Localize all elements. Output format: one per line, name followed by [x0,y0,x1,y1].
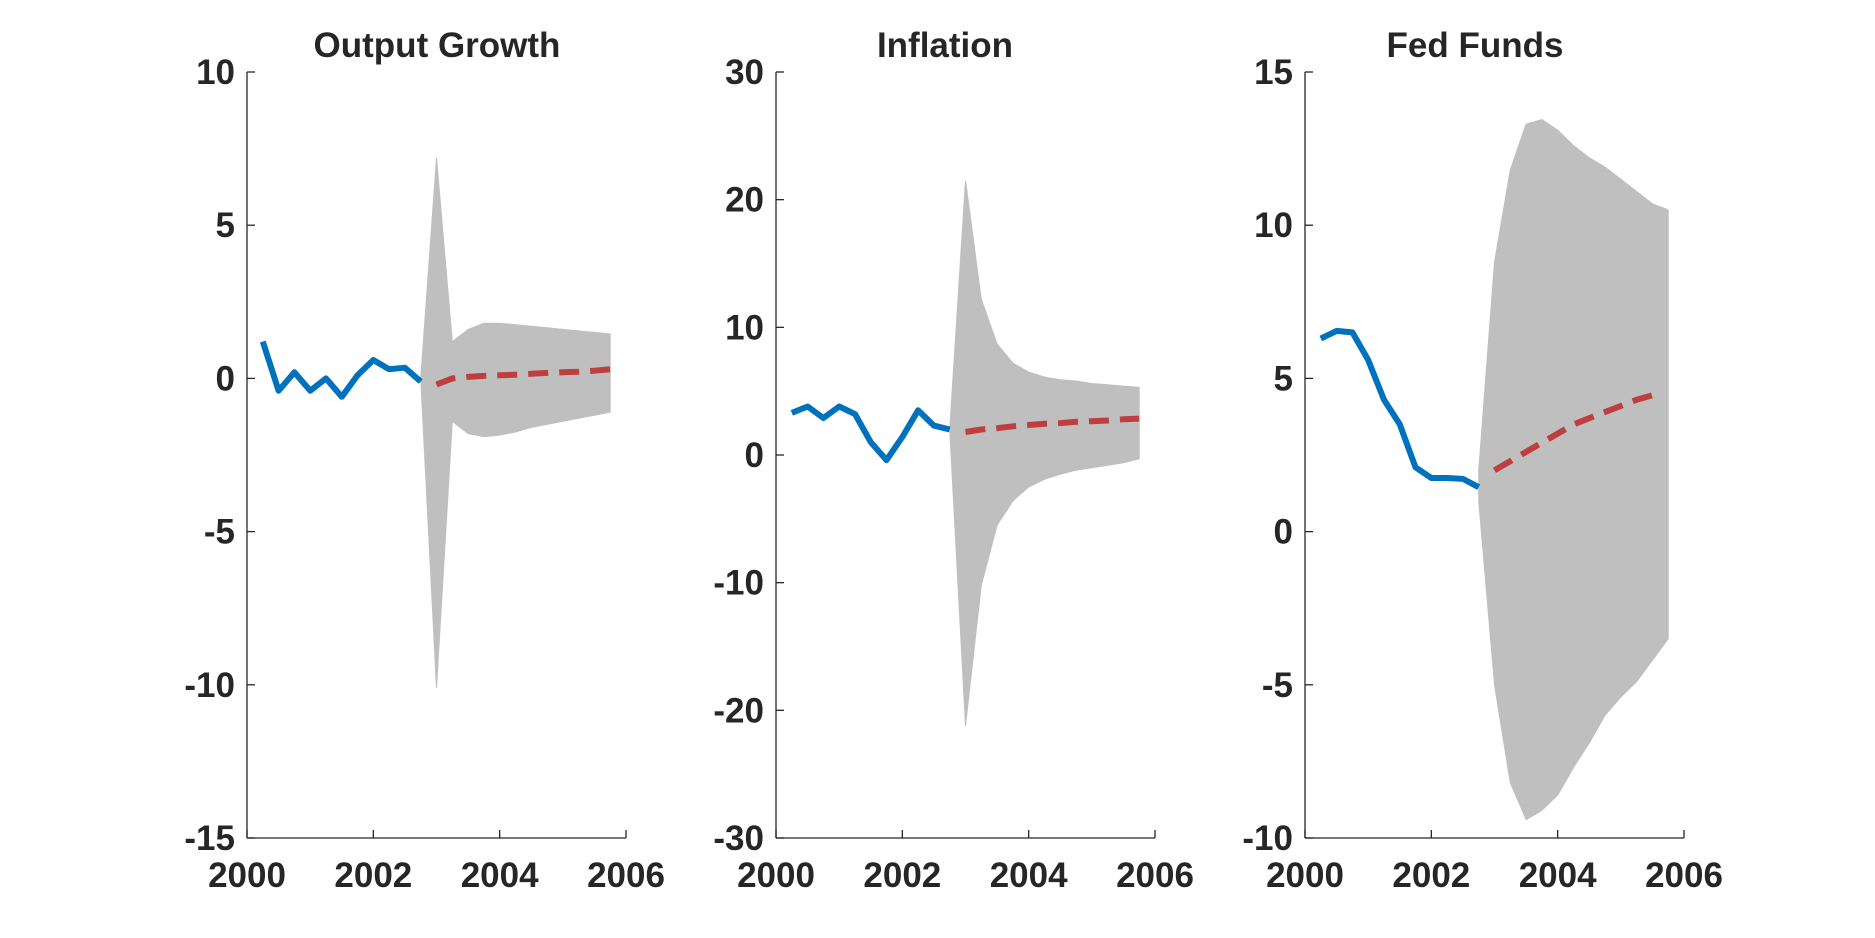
x-tick-label: 2004 [461,856,539,895]
y-tick-label: 10 [1254,206,1293,245]
y-tick-label: 5 [1274,359,1293,398]
x-tick-label: 2006 [1645,856,1723,895]
y-tick-label: -10 [713,564,764,603]
panel-title: Inflation [877,26,1013,65]
x-tick-label: 2000 [1266,856,1344,895]
y-tick-label: 0 [1274,513,1293,552]
y-tick-label: -20 [713,691,764,730]
x-tick-label: 2002 [1392,856,1470,895]
x-tick-label: 2006 [1116,856,1194,895]
x-tick-label: 2006 [587,856,665,895]
y-tick-label: 20 [725,181,764,220]
y-tick-label: -10 [1242,819,1293,858]
y-tick-label: 15 [1254,53,1293,92]
y-tick-label: 0 [745,436,764,475]
confidence-band [1478,118,1669,821]
y-tick-label: 0 [216,359,235,398]
confidence-band [949,180,1140,726]
x-tick-label: 2002 [863,856,941,895]
y-tick-label: 5 [216,206,235,245]
x-tick-label: 2004 [1519,856,1597,895]
panel-title: Fed Funds [1387,26,1564,65]
x-tick-label: 2004 [990,856,1068,895]
y-tick-label: 10 [725,308,764,347]
y-tick-label: -5 [1262,666,1293,705]
history-line [259,340,423,400]
y-tick-label: -30 [713,819,764,858]
x-tick-label: 2000 [737,856,815,895]
y-tick-label: 30 [725,53,764,92]
x-tick-label: 2000 [208,856,286,895]
y-tick-label: -15 [184,819,235,858]
panel-title: Output Growth [314,26,561,65]
x-tick-label: 2002 [334,856,412,895]
history-line [1319,327,1481,490]
y-tick-label: 10 [196,53,235,92]
confidence-band [420,157,611,688]
y-tick-label: -5 [204,513,235,552]
y-tick-label: -10 [184,666,235,705]
history-line [790,403,951,464]
